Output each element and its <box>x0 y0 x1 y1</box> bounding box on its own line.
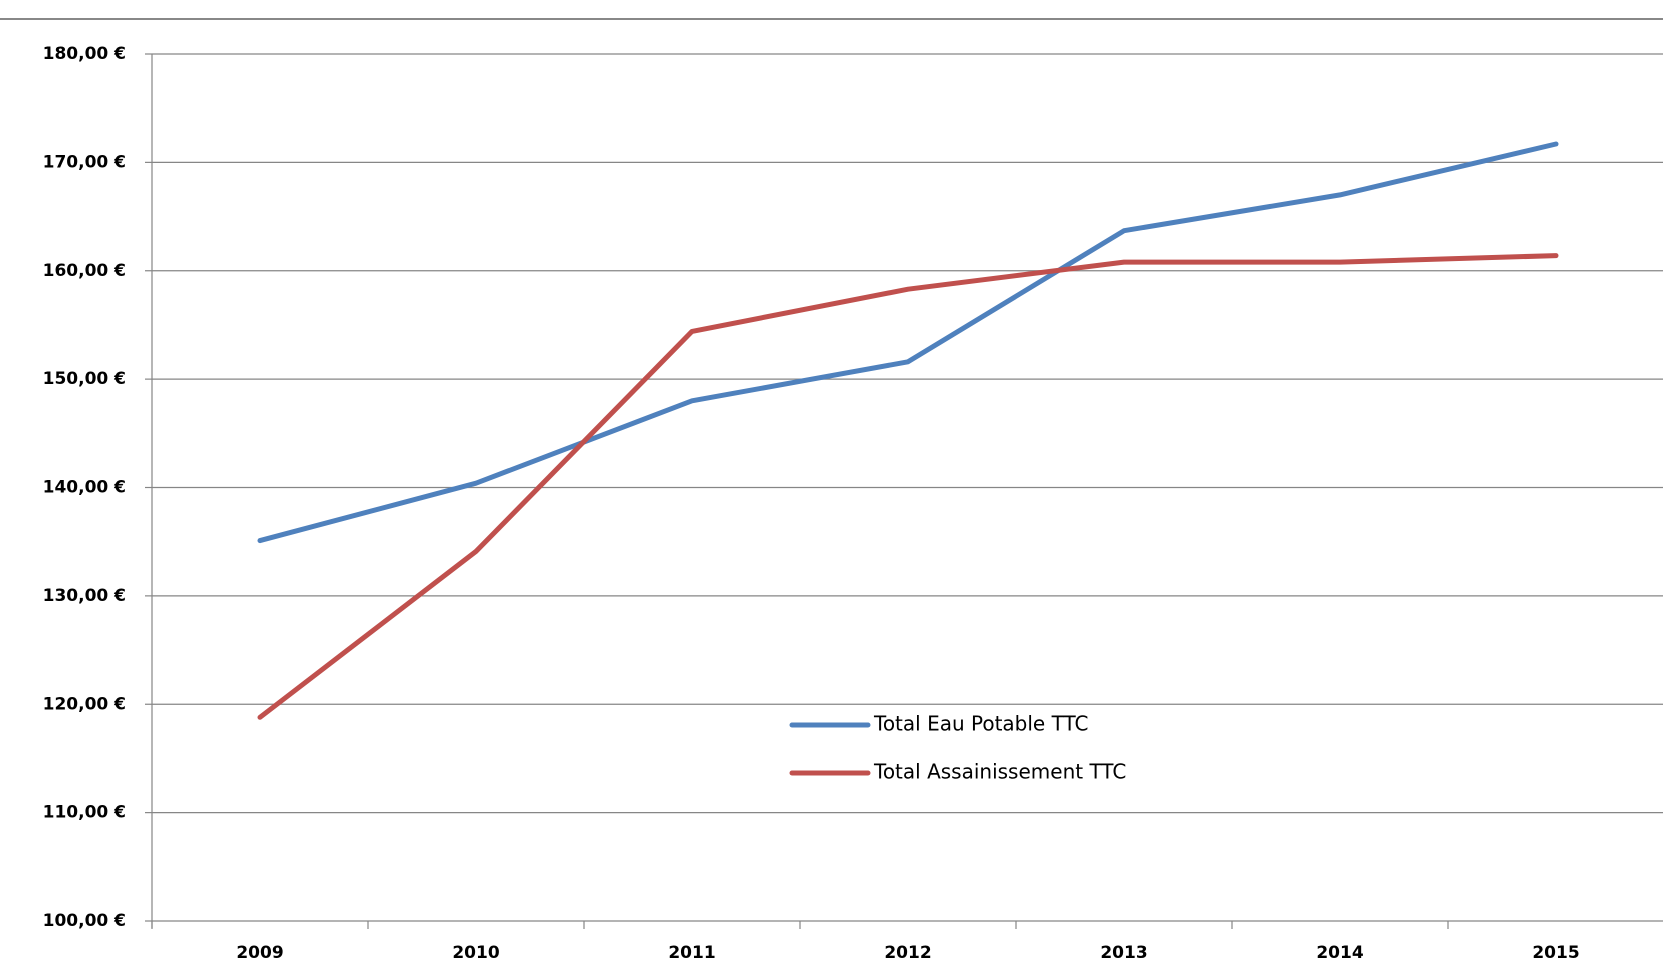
x-tick-label: 2015 <box>1532 943 1579 963</box>
x-tick-label: 2014 <box>1316 943 1363 963</box>
x-tick-label: 2011 <box>668 943 715 963</box>
legend-label: Total Eau Potable TTC <box>873 712 1088 736</box>
x-tick-label: 2009 <box>236 943 283 963</box>
y-tick-label: 160,00 € <box>43 261 126 281</box>
x-tick-label: 2013 <box>1100 943 1147 963</box>
x-tick-label: 2010 <box>452 943 499 963</box>
y-tick-label: 150,00 € <box>43 369 126 389</box>
series-line <box>257 141 1559 544</box>
x-tick-label: 2012 <box>884 943 931 963</box>
y-tick-label: 130,00 € <box>43 586 126 606</box>
y-tick-label: 180,00 € <box>43 44 126 64</box>
y-tick-label: 110,00 € <box>43 803 126 823</box>
series-line <box>257 253 1559 720</box>
y-tick-label: 120,00 € <box>43 694 126 714</box>
y-tick-label: 170,00 € <box>43 152 126 172</box>
legend-label: Total Assainissement TTC <box>873 760 1126 784</box>
y-tick-label: 100,00 € <box>43 911 126 931</box>
y-tick-label: 140,00 € <box>43 478 126 498</box>
